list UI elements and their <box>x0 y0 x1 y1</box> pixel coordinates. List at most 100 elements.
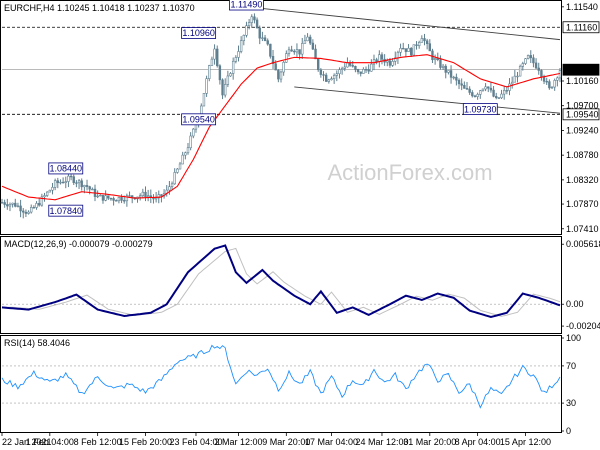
candle-body <box>529 55 532 59</box>
candle-body <box>250 16 253 23</box>
axis-level-box: 1.09540 <box>562 108 600 121</box>
candle-body <box>3 202 6 205</box>
macd-signal-line <box>2 247 561 317</box>
candle-body <box>431 50 434 61</box>
rsi-axis: 100 70 30 0 <box>561 333 581 436</box>
moving-average-line <box>1 54 561 201</box>
candle-body <box>367 69 370 72</box>
price-tick-label: 1.09240 <box>566 125 599 135</box>
x-tick-label: 17 Mar 04:00 <box>305 437 358 447</box>
candle-body <box>455 76 458 81</box>
rsi-title: RSI(14) 58.4046 <box>4 338 70 348</box>
x-tick-label: 15 Apr 12:00 <box>500 437 551 447</box>
candle-body <box>386 60 389 63</box>
price-tick-label: 1.07410 <box>566 224 599 234</box>
candle-body <box>141 191 145 196</box>
rsi-line <box>1 344 561 409</box>
candle-body <box>540 70 543 77</box>
candle-body <box>125 195 129 202</box>
candle-body <box>37 203 41 206</box>
candle-body <box>170 183 174 187</box>
candle-body <box>224 84 227 96</box>
candle-body <box>229 73 232 77</box>
candle-body <box>19 205 22 212</box>
candle-body <box>402 47 405 50</box>
candle-body <box>112 198 115 201</box>
candle-body <box>479 90 482 95</box>
annotation-box <box>229 0 264 11</box>
macd-panel <box>0 236 562 334</box>
candle-body <box>521 63 525 67</box>
candle-body <box>234 57 238 62</box>
x-tick-label: 8 Apr 04:00 <box>455 437 501 447</box>
candle-body <box>309 36 312 44</box>
candle-body <box>558 70 562 79</box>
candle-body <box>370 63 373 72</box>
candle-body <box>378 54 381 63</box>
rsi-tick-label: 100 <box>566 333 581 343</box>
candle-body <box>303 40 307 44</box>
candle-body <box>269 43 272 57</box>
annotation-box <box>462 103 498 116</box>
candle-body <box>83 185 86 188</box>
candle-body <box>335 73 338 76</box>
x-tick-label: 31 Mar 20:00 <box>403 437 456 447</box>
candle-body <box>285 53 288 63</box>
candle-body <box>447 70 450 73</box>
x-tick-label: 22 Jan 2021 <box>2 437 52 447</box>
candle-body <box>239 40 243 52</box>
rsi-series <box>1 344 561 409</box>
price-series: 1.11490 1.10960 1.09540 1.08440 1.07840 1.097… <box>0 0 562 219</box>
candle-body <box>277 69 280 80</box>
candle-body <box>311 42 315 50</box>
candle-body <box>290 49 293 52</box>
candle-body <box>27 211 30 214</box>
candle-body <box>441 65 445 68</box>
candle-body <box>526 55 530 59</box>
candle-body <box>45 191 49 196</box>
candle-body <box>314 48 317 60</box>
candle-body <box>396 51 400 59</box>
candle-body <box>417 42 421 46</box>
axis-level-box-label: 1.10370 <box>566 65 599 75</box>
candle-body <box>295 49 299 53</box>
candle-body <box>138 195 142 198</box>
candle-body <box>16 205 20 208</box>
x-tick-label: 15 Feb 20:00 <box>119 437 172 447</box>
x-tick-label: 2 Mar 12:00 <box>214 437 262 447</box>
candle-body <box>362 69 365 74</box>
candle-body <box>420 38 424 43</box>
candle-body <box>242 35 245 42</box>
candle-body <box>415 44 418 46</box>
candle-body <box>473 95 477 97</box>
candle-body <box>439 59 442 68</box>
candle-body <box>107 195 110 199</box>
candle-body <box>157 194 160 199</box>
candle-body <box>348 62 352 66</box>
price-tick-label: 1.08320 <box>566 175 599 185</box>
price-axis: 1.11540 1.10160 1.09700 1.09240 1.08780 1.083… <box>561 2 600 234</box>
candle-body <box>237 51 240 58</box>
candle-body <box>556 77 559 81</box>
annotation-label: 1.11490 <box>231 0 263 10</box>
candle-body <box>332 75 336 79</box>
x-tick-label: 24 Mar 12:00 <box>355 437 408 447</box>
candle-body <box>545 80 548 83</box>
price-panel <box>0 0 562 235</box>
candle-body <box>457 79 461 85</box>
candle-body <box>85 185 89 187</box>
candle-body <box>343 66 346 69</box>
candle-body <box>433 58 437 61</box>
candle-body <box>449 70 453 78</box>
candle-body <box>43 195 46 198</box>
candle-body <box>226 75 230 85</box>
candle-body <box>202 93 206 107</box>
candle-body <box>346 62 349 68</box>
candle-body <box>186 147 190 154</box>
rsi-panel <box>0 335 562 433</box>
candle-body <box>216 48 219 67</box>
annotation-label: 1.07840 <box>49 206 82 216</box>
candle-body <box>24 211 28 214</box>
candle-body <box>330 78 333 81</box>
candle-body <box>51 187 54 191</box>
